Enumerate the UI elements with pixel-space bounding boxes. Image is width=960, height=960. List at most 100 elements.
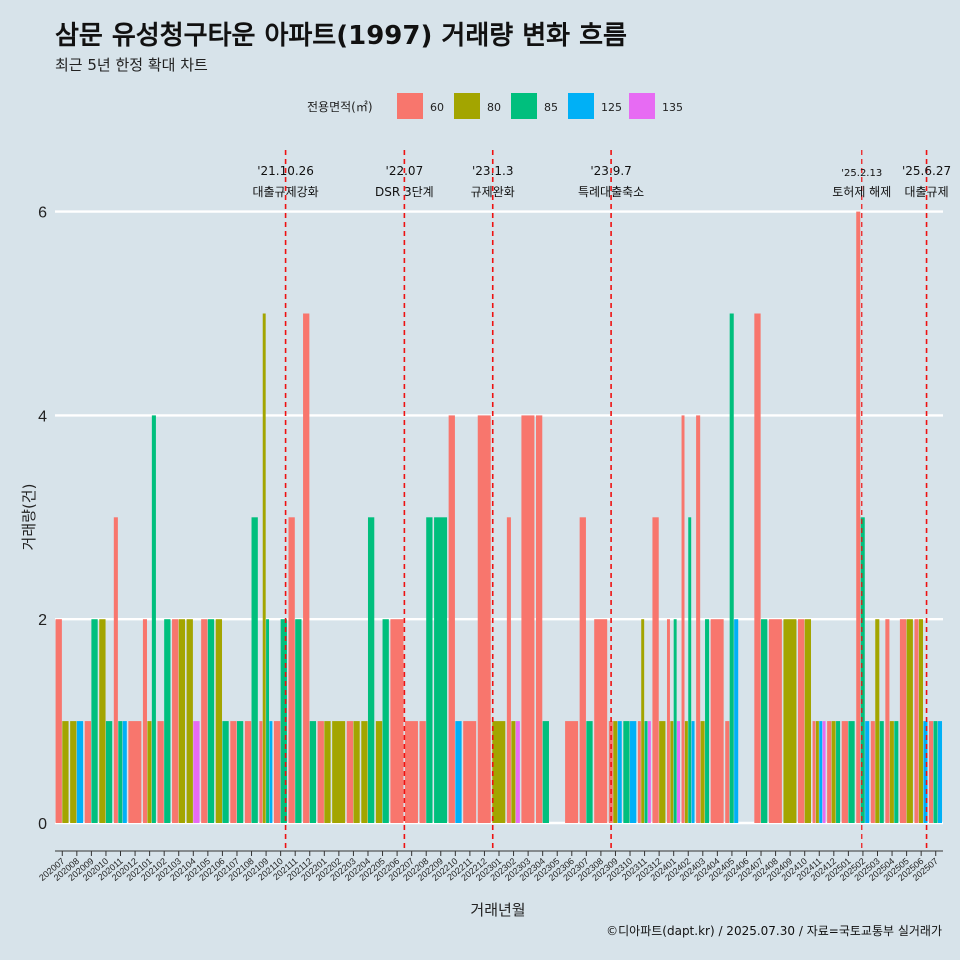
bar-202503-60 [870,721,875,823]
bar-202103-60 [172,619,179,823]
event-date-6: '25.6.27 [902,164,951,178]
bar-202308-60 [594,619,608,823]
bar-202402-80 [684,721,688,823]
bar-202204-80 [361,721,368,823]
bar-202403-85 [705,619,710,823]
bar-202103-80 [178,619,186,823]
event-date-2: '22.07 [386,164,424,178]
bar-202307-85 [586,721,593,823]
bar-202205-85 [382,619,389,823]
bar-202011-60 [113,517,118,823]
event-label-3: 규제완화 [471,185,515,199]
bar-202210-125 [455,721,462,823]
bar-202507-60 [929,721,934,823]
bar-202403-80 [700,721,705,823]
bar-202112-60 [303,313,310,823]
bar-202411-60 [812,721,816,823]
bar-202101-80 [147,721,152,823]
y-axis-title: 거래량(건) [20,484,38,551]
y-axis: 0 2 4 6 [38,205,47,833]
bar-202106-85 [222,721,229,823]
bar-202212-60 [477,415,491,823]
bar-202310-85 [623,721,630,823]
bar-202105-85 [207,619,215,823]
bar-202009-60 [84,721,91,823]
bar-202502-125 [865,721,870,823]
bar-202107-60 [230,721,237,823]
bar-202109-60 [259,721,263,823]
legend: 전용면적(㎡) 60 80 85 125 135 [307,93,683,119]
bar-202108-60 [244,721,252,823]
bar-202304-85 [542,721,549,823]
bar-202108-85 [251,517,258,823]
bar-202402-60 [681,415,685,823]
bar-202503-85 [879,721,884,823]
bar-202507-85 [933,721,938,823]
bar-202402-125 [691,721,695,823]
event-lines: '21.10.26 대출규제강화 '22.07 DSR 3단계 '23.1.3 규제완화 '… [252,150,951,851]
bar-202208-85 [426,517,433,823]
bar-202407-85 [761,619,768,823]
bar-202507-125 [937,721,943,823]
bar-202401-135 [677,721,680,823]
bar-202506-125 [923,721,928,823]
bar-202104-80 [186,619,193,823]
bar-202401-85 [673,619,677,823]
bar-202101-60 [142,619,147,823]
legend-label-135: 135 [662,101,683,114]
bar-202309-125 [617,721,622,823]
bar-202405-60 [725,721,730,823]
bar-202202-80 [332,721,346,823]
bar-202503-80 [875,619,880,823]
bar-202506-80 [918,619,923,823]
caption: ©디아파트(dapt.kr) / 2025.07.30 / 자료=국토교통부 실… [606,924,942,938]
bar-202101-85 [151,415,156,823]
y-tick-label-4: 4 [38,408,47,425]
y-tick-label-2: 2 [38,612,47,629]
bar-202504-60 [885,619,890,823]
bar-202201-80 [324,721,331,823]
bar-202411-125 [819,721,823,823]
bar-202405-125 [734,619,739,823]
bar-202504-80 [889,721,894,823]
bar-202109-85 [266,619,270,823]
bar-202201-60 [317,721,324,823]
bar-202501-85 [848,721,855,823]
bar-202110-60 [273,721,281,823]
bar-202111-60 [288,517,295,823]
bar-202203-80 [353,721,360,823]
bar-202306-60 [565,721,579,823]
bar-202010-85 [105,721,113,823]
bar-202209-85 [434,517,448,823]
legend-swatch-135 [629,93,655,119]
bar-202309-80 [613,721,618,823]
bar-202404-60 [710,619,724,823]
bar-202106-80 [215,619,223,823]
bar-202012-60 [128,721,142,823]
y-tick-label-6: 6 [38,205,47,222]
bar-202403-60 [696,415,701,823]
bar-202011-125 [122,721,127,823]
bar-202412-80 [831,721,836,823]
bar-202111-85 [295,619,302,823]
bar-202109-80 [262,313,266,823]
bar-202104-135 [193,721,200,823]
bar-202411-135 [822,721,826,823]
bar-202311-85 [644,721,648,823]
bar-202311-60 [637,721,641,823]
bar-202007-80 [62,721,69,823]
legend-title: 전용면적(㎡) [307,100,373,114]
legend-swatch-85 [511,93,537,119]
bar-202302-60 [506,517,511,823]
bar-202408-60 [768,619,782,823]
event-label-1: 대출규제강화 [252,185,318,199]
bar-202009-85 [91,619,98,823]
bar-202505-60 [899,619,907,823]
bar-202409-80 [783,619,797,823]
y-tick-label-0: 0 [38,816,47,833]
bar-202311-80 [641,619,645,823]
bar-202505-80 [906,619,913,823]
bar-202303-60 [521,415,535,823]
bar-202102-60 [157,721,164,823]
bar-202412-85 [836,721,841,823]
